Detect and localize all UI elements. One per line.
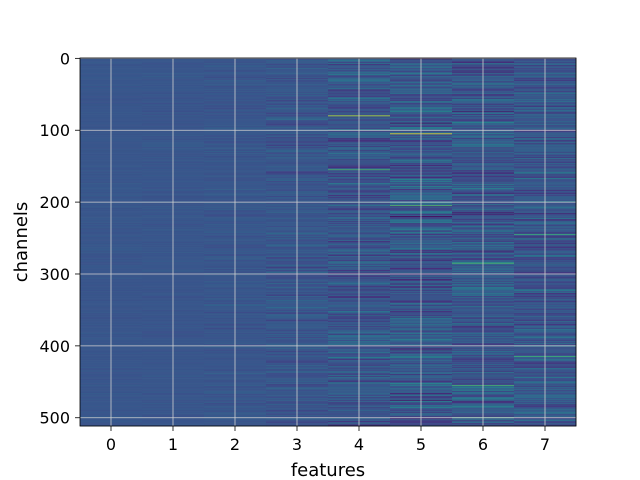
y-tick-label: 0 [60, 49, 70, 68]
y-tick-label: 400 [39, 337, 70, 356]
x-axis-label: features [291, 460, 365, 480]
y-tick-label: 500 [39, 409, 70, 428]
x-tick-label: 6 [478, 435, 488, 454]
x-tick-label: 3 [292, 435, 302, 454]
x-tick-label: 0 [106, 435, 116, 454]
y-axis-label: channels [11, 202, 32, 283]
y-tick-label: 200 [39, 193, 70, 212]
x-tick-label: 2 [230, 435, 240, 454]
y-axis-ticks: 0 100 200 300 400 500 [39, 49, 80, 428]
y-tick-label: 300 [39, 265, 70, 284]
x-tick-label: 7 [540, 435, 550, 454]
x-tick-label: 4 [354, 435, 364, 454]
x-tick-label: 1 [168, 435, 178, 454]
plot-frame [79, 57, 577, 427]
grid-lines [80, 57, 576, 426]
heatmap-cells [80, 58, 577, 427]
y-tick-label: 100 [39, 121, 70, 140]
x-tick-label: 5 [416, 435, 426, 454]
x-axis-ticks: 0 1 2 3 4 5 6 7 [106, 426, 550, 454]
